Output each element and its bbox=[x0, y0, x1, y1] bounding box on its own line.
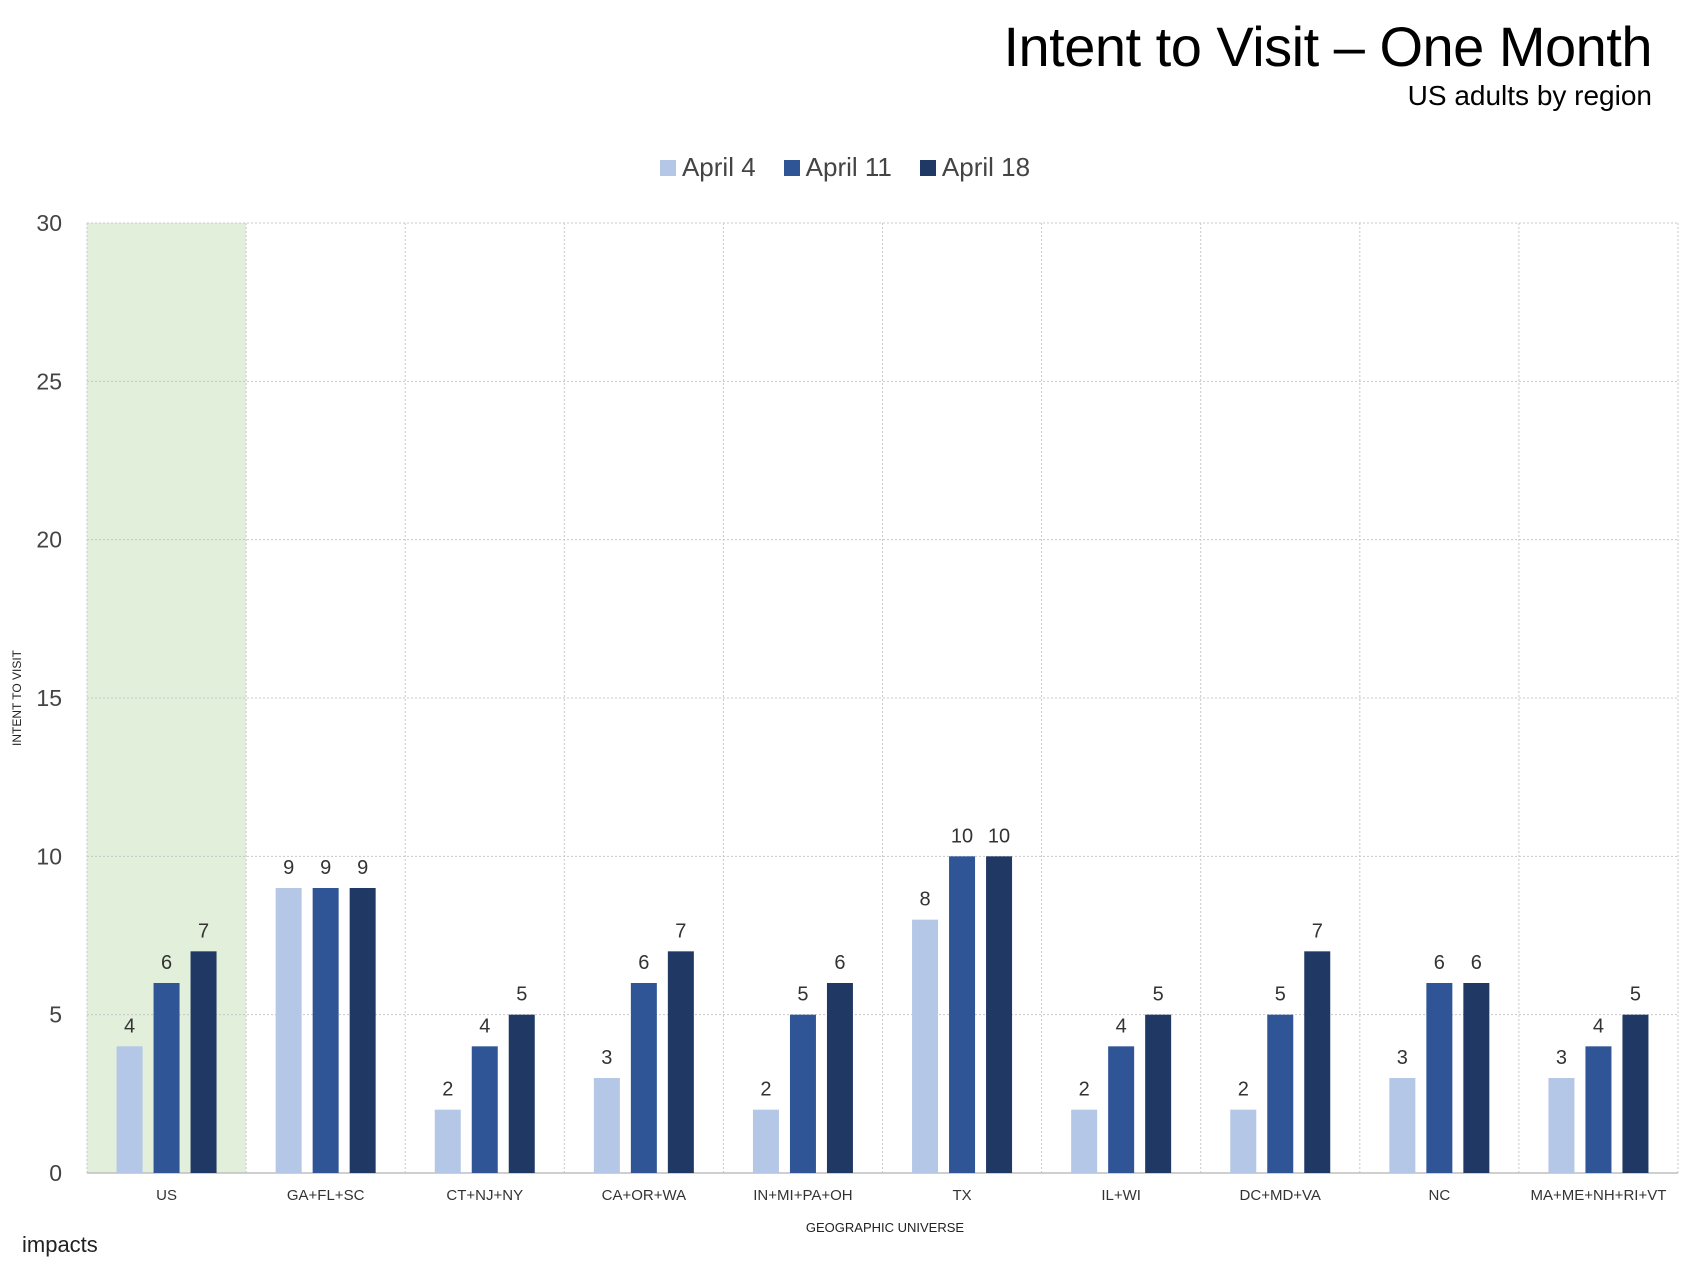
bar bbox=[153, 983, 180, 1173]
legend-swatch-april-4 bbox=[659, 159, 676, 176]
legend: April 4 April 11 April 18 bbox=[0, 152, 1690, 183]
x-tick-label: DC+MD+VA bbox=[1240, 1187, 1321, 1204]
data-label: 6 bbox=[1471, 952, 1482, 974]
data-label: 10 bbox=[988, 825, 1010, 847]
y-tick-label: 10 bbox=[36, 843, 62, 869]
data-label: 4 bbox=[1116, 1015, 1127, 1037]
legend-swatch-april-18 bbox=[919, 159, 936, 176]
bar bbox=[312, 888, 339, 1173]
legend-item-april-18: April 18 bbox=[919, 152, 1031, 183]
bar bbox=[667, 951, 694, 1173]
legend-swatch-april-11 bbox=[783, 159, 800, 176]
bar bbox=[1463, 983, 1490, 1173]
data-label: 5 bbox=[516, 984, 527, 1006]
x-tick-label: CA+OR+WA bbox=[602, 1187, 686, 1204]
data-label: 2 bbox=[442, 1079, 453, 1101]
data-label: 9 bbox=[283, 857, 294, 879]
bar bbox=[1230, 1109, 1257, 1173]
bar bbox=[949, 856, 976, 1173]
bar bbox=[508, 1014, 535, 1173]
impacts-logo: impacts bbox=[22, 1232, 98, 1257]
x-tick-label: GA+FL+SC bbox=[287, 1187, 365, 1204]
y-tick-label: 5 bbox=[49, 1002, 62, 1028]
data-label: 4 bbox=[124, 1015, 135, 1037]
bar bbox=[789, 1014, 816, 1173]
y-tick-label: 30 bbox=[36, 210, 62, 236]
data-label: 5 bbox=[1275, 984, 1286, 1006]
bar bbox=[471, 1046, 498, 1173]
bar bbox=[1108, 1046, 1135, 1173]
bar bbox=[434, 1109, 461, 1173]
data-label: 6 bbox=[1434, 952, 1445, 974]
data-label: 9 bbox=[320, 857, 331, 879]
bar bbox=[1145, 1014, 1172, 1173]
bar bbox=[190, 951, 217, 1173]
data-label: 4 bbox=[479, 1015, 490, 1037]
legend-label-april-4: April 4 bbox=[681, 152, 756, 182]
x-tick-label: CT+NJ+NY bbox=[446, 1187, 523, 1204]
legend-label-april-11: April 11 bbox=[805, 152, 892, 182]
chart-subtitle: US adults by region bbox=[1407, 80, 1652, 111]
data-label: 3 bbox=[1397, 1047, 1408, 1069]
data-label: 4 bbox=[1593, 1015, 1604, 1037]
bar bbox=[752, 1109, 779, 1173]
chart-title: Intent to Visit – One Month bbox=[1003, 15, 1652, 78]
bar bbox=[1426, 983, 1453, 1173]
data-label: 7 bbox=[1312, 920, 1323, 942]
x-tick-label: US bbox=[156, 1187, 177, 1204]
bar bbox=[1548, 1078, 1575, 1173]
x-axis-title: GEOGRAPHIC UNIVERSE bbox=[806, 1220, 965, 1235]
bar bbox=[912, 919, 939, 1173]
bar bbox=[1389, 1078, 1416, 1173]
data-label: 6 bbox=[638, 952, 649, 974]
bar bbox=[1622, 1014, 1649, 1173]
data-label: 2 bbox=[1079, 1079, 1090, 1101]
data-label: 10 bbox=[951, 825, 973, 847]
legend-label-april-18: April 18 bbox=[941, 152, 1031, 182]
data-label: 2 bbox=[760, 1079, 771, 1101]
x-tick-label: IL+WI bbox=[1101, 1187, 1141, 1204]
data-label: 7 bbox=[675, 920, 686, 942]
bar bbox=[116, 1046, 143, 1173]
y-tick-label: 20 bbox=[36, 527, 62, 553]
bar bbox=[349, 888, 376, 1173]
bar bbox=[986, 856, 1013, 1173]
x-tick-label: IN+MI+PA+OH bbox=[753, 1187, 852, 1204]
bar bbox=[275, 888, 302, 1173]
data-label: 6 bbox=[161, 952, 172, 974]
x-tick-label: MA+ME+NH+RI+VT bbox=[1531, 1187, 1667, 1204]
bar bbox=[1304, 951, 1331, 1173]
y-tick-label: 15 bbox=[36, 685, 62, 711]
x-tick-label: NC bbox=[1429, 1187, 1451, 1204]
bar bbox=[826, 983, 853, 1173]
data-label: 2 bbox=[1238, 1079, 1249, 1101]
data-label: 3 bbox=[601, 1047, 612, 1069]
bar bbox=[630, 983, 657, 1173]
data-label: 3 bbox=[1556, 1047, 1567, 1069]
y-tick-label: 25 bbox=[36, 368, 62, 394]
y-tick-label: 0 bbox=[49, 1160, 62, 1186]
legend-item-april-4: April 4 bbox=[659, 152, 756, 183]
bar bbox=[1267, 1014, 1294, 1173]
data-label: 8 bbox=[919, 889, 930, 911]
y-axis-title: INTENT TO VISIT bbox=[10, 649, 24, 746]
bar bbox=[1585, 1046, 1612, 1173]
data-label: 5 bbox=[1153, 984, 1164, 1006]
data-label: 5 bbox=[797, 984, 808, 1006]
legend-item-april-11: April 11 bbox=[783, 152, 892, 183]
x-tick-label: TX bbox=[952, 1187, 971, 1204]
data-label: 7 bbox=[198, 920, 209, 942]
bar bbox=[593, 1078, 620, 1173]
data-label: 5 bbox=[1630, 984, 1641, 1006]
data-label: 9 bbox=[357, 857, 368, 879]
bar bbox=[1071, 1109, 1098, 1173]
data-label: 6 bbox=[834, 952, 845, 974]
